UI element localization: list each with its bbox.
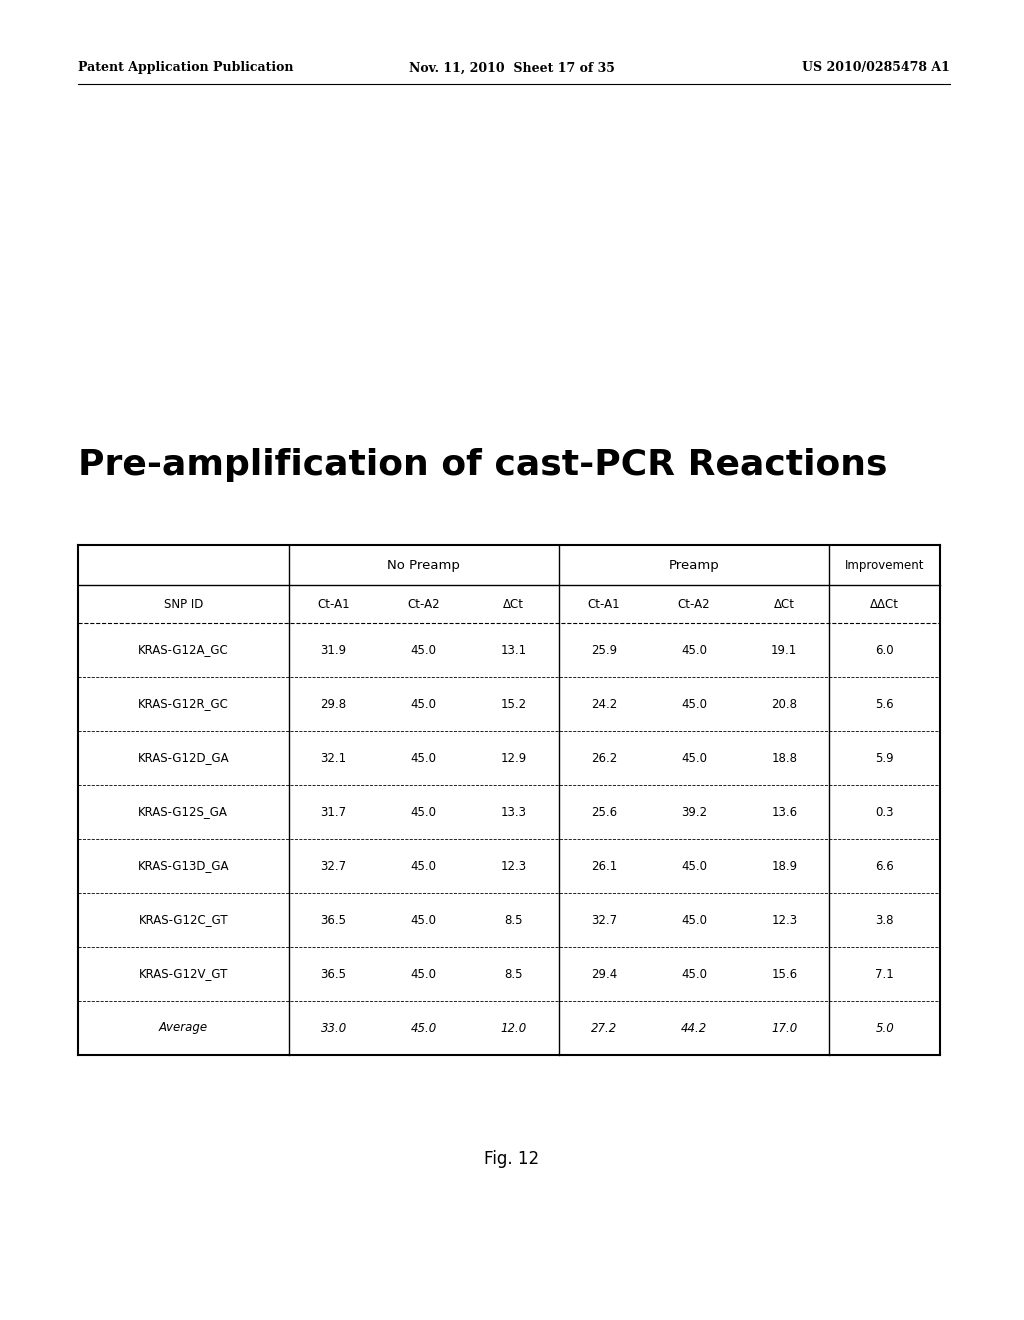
- Text: 12.3: 12.3: [771, 913, 798, 927]
- Text: 12.9: 12.9: [501, 751, 527, 764]
- Text: ΔCt: ΔCt: [774, 598, 795, 610]
- Text: 45.0: 45.0: [411, 751, 437, 764]
- Text: 32.7: 32.7: [321, 859, 347, 873]
- Text: Nov. 11, 2010  Sheet 17 of 35: Nov. 11, 2010 Sheet 17 of 35: [409, 62, 615, 74]
- Text: 31.7: 31.7: [321, 805, 347, 818]
- Text: 25.9: 25.9: [591, 644, 617, 656]
- Text: KRAS-G12D_GA: KRAS-G12D_GA: [137, 751, 229, 764]
- Text: Ct-A2: Ct-A2: [408, 598, 440, 610]
- Text: 32.7: 32.7: [591, 913, 617, 927]
- Text: SNP ID: SNP ID: [164, 598, 203, 610]
- Text: 45.0: 45.0: [411, 697, 437, 710]
- Text: 36.5: 36.5: [321, 968, 347, 981]
- Text: Patent Application Publication: Patent Application Publication: [78, 62, 294, 74]
- Text: 19.1: 19.1: [771, 644, 798, 656]
- Text: Preamp: Preamp: [669, 558, 720, 572]
- Text: 24.2: 24.2: [591, 697, 617, 710]
- Text: 3.8: 3.8: [876, 913, 894, 927]
- Text: Ct-A2: Ct-A2: [678, 598, 711, 610]
- Text: 45.0: 45.0: [411, 913, 437, 927]
- Text: 45.0: 45.0: [411, 968, 437, 981]
- Text: Improvement: Improvement: [845, 558, 925, 572]
- Text: KRAS-G12A_GC: KRAS-G12A_GC: [138, 644, 228, 656]
- Text: 31.9: 31.9: [321, 644, 347, 656]
- Text: 26.2: 26.2: [591, 751, 617, 764]
- Text: 18.9: 18.9: [771, 859, 798, 873]
- Text: Pre-amplification of cast-PCR Reactions: Pre-amplification of cast-PCR Reactions: [78, 447, 888, 482]
- Text: 13.1: 13.1: [501, 644, 527, 656]
- Text: 6.6: 6.6: [876, 859, 894, 873]
- Text: 45.0: 45.0: [411, 1022, 437, 1035]
- Text: 15.2: 15.2: [501, 697, 527, 710]
- Text: 13.6: 13.6: [771, 805, 798, 818]
- Text: 17.0: 17.0: [771, 1022, 798, 1035]
- Text: 45.0: 45.0: [681, 751, 708, 764]
- Text: 12.0: 12.0: [501, 1022, 527, 1035]
- Text: 45.0: 45.0: [411, 859, 437, 873]
- Text: 36.5: 36.5: [321, 913, 347, 927]
- Text: 45.0: 45.0: [681, 968, 708, 981]
- Text: Fig. 12: Fig. 12: [484, 1150, 540, 1168]
- Text: 8.5: 8.5: [505, 968, 523, 981]
- Text: 12.3: 12.3: [501, 859, 527, 873]
- Text: 32.1: 32.1: [321, 751, 347, 764]
- Text: 18.8: 18.8: [771, 751, 798, 764]
- Text: 13.3: 13.3: [501, 805, 527, 818]
- Text: 27.2: 27.2: [591, 1022, 617, 1035]
- Text: 33.0: 33.0: [321, 1022, 347, 1035]
- Text: 0.3: 0.3: [876, 805, 894, 818]
- Text: 29.4: 29.4: [591, 968, 617, 981]
- Text: KRAS-G12C_GT: KRAS-G12C_GT: [138, 913, 228, 927]
- Text: No Preamp: No Preamp: [387, 558, 460, 572]
- Text: 44.2: 44.2: [681, 1022, 708, 1035]
- Text: 20.8: 20.8: [771, 697, 798, 710]
- Text: Ct-A1: Ct-A1: [588, 598, 621, 610]
- Text: ΔCt: ΔCt: [504, 598, 524, 610]
- Text: 5.0: 5.0: [876, 1022, 894, 1035]
- Text: 45.0: 45.0: [681, 913, 708, 927]
- Text: 45.0: 45.0: [681, 859, 708, 873]
- Text: 7.1: 7.1: [876, 968, 894, 981]
- Text: 5.6: 5.6: [876, 697, 894, 710]
- Text: Average: Average: [159, 1022, 208, 1035]
- Text: 45.0: 45.0: [411, 805, 437, 818]
- Bar: [78, 545, 940, 1055]
- Text: 45.0: 45.0: [411, 644, 437, 656]
- Text: 29.8: 29.8: [321, 697, 347, 710]
- Text: 26.1: 26.1: [591, 859, 617, 873]
- Text: KRAS-G12R_GC: KRAS-G12R_GC: [138, 697, 228, 710]
- Text: ΔΔCt: ΔΔCt: [870, 598, 899, 610]
- Text: 39.2: 39.2: [681, 805, 708, 818]
- Text: 5.9: 5.9: [876, 751, 894, 764]
- Text: 45.0: 45.0: [681, 644, 708, 656]
- Text: US 2010/0285478 A1: US 2010/0285478 A1: [802, 62, 950, 74]
- Text: KRAS-G13D_GA: KRAS-G13D_GA: [137, 859, 229, 873]
- Text: Ct-A1: Ct-A1: [317, 598, 350, 610]
- Text: 45.0: 45.0: [681, 697, 708, 710]
- Text: 25.6: 25.6: [591, 805, 617, 818]
- Text: 15.6: 15.6: [771, 968, 798, 981]
- Text: KRAS-G12V_GT: KRAS-G12V_GT: [138, 968, 228, 981]
- Text: 8.5: 8.5: [505, 913, 523, 927]
- Text: KRAS-G12S_GA: KRAS-G12S_GA: [138, 805, 228, 818]
- Text: 6.0: 6.0: [876, 644, 894, 656]
